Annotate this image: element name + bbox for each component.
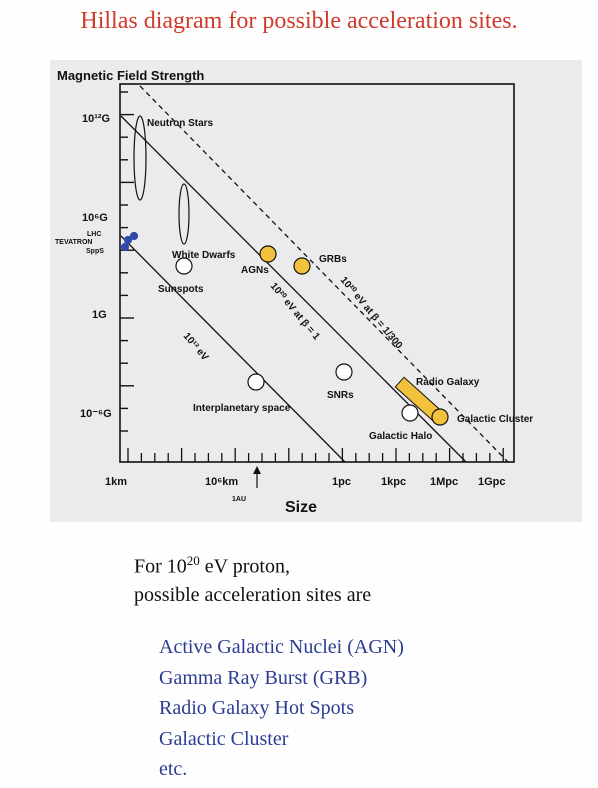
neutron-stars-marker xyxy=(133,115,147,201)
galactic-cluster-marker xyxy=(431,408,449,426)
object-markers: Neutron Stars White Dwarfs Sunspots AGNs GRB… xyxy=(55,115,533,442)
au-arrow-head xyxy=(253,466,261,474)
grbs-label: GRBs xyxy=(319,254,347,265)
x-tick-label: 1pc xyxy=(332,476,351,488)
snrs-label: SNRs xyxy=(327,390,354,401)
lhc-label: LHC xyxy=(87,231,101,238)
agns-label: AGNs xyxy=(241,265,269,276)
neutron-stars-label: Neutron Stars xyxy=(147,118,214,129)
axes: 10¹²G 10⁶G 1G 10⁻⁶G 1km 10⁶km 1pc 1kpc 1Mpc 1Gpc 1… xyxy=(80,83,515,503)
site-item: Galactic Cluster xyxy=(159,727,289,750)
spps-marker xyxy=(120,242,130,252)
energy-line-label: 10¹² eV xyxy=(181,331,211,363)
radio-galaxy-label: Radio Galaxy xyxy=(416,377,480,388)
x-tick-label: 1kpc xyxy=(381,476,406,488)
y-axis-label: Magnetic Field Strength xyxy=(57,68,204,83)
galactic-halo-marker xyxy=(401,404,419,422)
x-tick-label: 1Mpc xyxy=(430,476,458,488)
site-item: Radio Galaxy Hot Spots xyxy=(159,697,354,719)
galactic-halo-label: Galactic Halo xyxy=(369,431,432,442)
slide-title: Hillas diagram for possible acceleration… xyxy=(80,8,518,34)
site-item: Gamma Ray Burst (GRB) xyxy=(159,666,368,689)
y-tick-label: 10⁻⁶G xyxy=(80,408,112,420)
interplanetary-space-label: Interplanetary space xyxy=(193,403,291,414)
caption-line-1: For 1020 eV proton, xyxy=(134,553,290,578)
x-tick-label-1au: 1AU xyxy=(232,496,246,503)
sunspots-label: Sunspots xyxy=(158,284,204,295)
tevatron-label: TEVATRON xyxy=(55,239,92,246)
galactic-cluster-label: Galactic Cluster xyxy=(457,414,533,425)
energy-line xyxy=(120,115,467,463)
snrs-marker xyxy=(335,363,353,381)
acceleration-sites-list: Active Galactic Nuclei (AGN) Gamma Ray B… xyxy=(159,632,404,785)
site-item: etc. xyxy=(159,758,188,780)
white-dwarfs-marker xyxy=(178,183,190,245)
interplanetary-space-marker xyxy=(247,373,265,391)
energy-line-label: 10²⁰ eV at β = 1/300 xyxy=(338,275,405,352)
caption-line-2: possible acceleration sites are xyxy=(134,583,372,606)
agns-marker xyxy=(259,245,277,263)
caption: For 1020 eV proton, possible acceleratio… xyxy=(134,547,371,609)
grbs-marker xyxy=(293,257,311,275)
sunspots-marker xyxy=(175,257,193,275)
white-dwarfs-label: White Dwarfs xyxy=(172,250,236,261)
x-tick-label: 1km xyxy=(105,476,127,488)
x-tick-label: 1Gpc xyxy=(478,476,506,488)
x-axis-label: Size xyxy=(285,499,317,516)
y-tick-label: 1G xyxy=(92,309,107,321)
spps-label: SppS xyxy=(86,248,104,255)
x-tick-label: 10⁶km xyxy=(205,476,238,488)
plot-panel xyxy=(50,60,582,522)
energy-line xyxy=(139,85,509,463)
y-tick-label: 10¹²G xyxy=(82,113,110,125)
lhc-marker xyxy=(123,235,133,245)
energy-line xyxy=(120,235,346,463)
site-item: Active Galactic Nuclei (AGN) xyxy=(159,636,404,658)
y-tick-label: 10⁶G xyxy=(82,212,108,224)
tevatron-marker xyxy=(129,231,139,241)
